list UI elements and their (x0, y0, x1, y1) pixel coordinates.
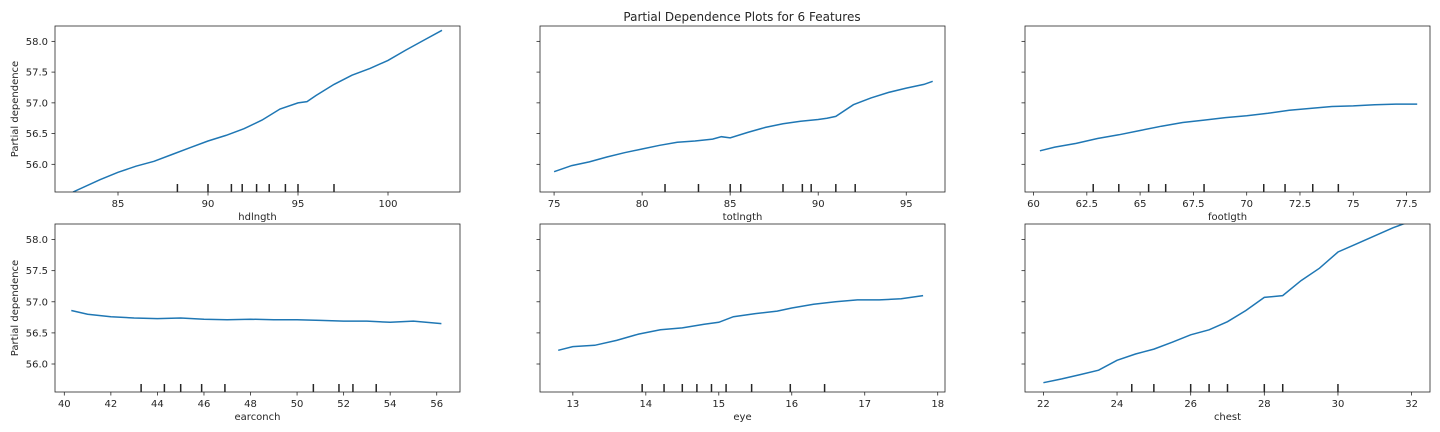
x-tick-label: 62.5 (1076, 199, 1098, 210)
x-axis-label: earconch (235, 412, 281, 423)
x-tick-label: 70 (1240, 199, 1253, 210)
y-tick-label: 58.0 (26, 37, 48, 48)
x-tick-label: 54 (384, 399, 397, 410)
x-tick-label: 75 (548, 199, 561, 210)
x-tick-label: 16 (785, 399, 798, 410)
subplot-hdlngth: 85 90 95 100 hdlngth 56.0 56.5 57.0 57.5 58.0 Part… (10, 25, 461, 223)
x-tick-label: 85 (112, 199, 125, 210)
x-tick-label: 52 (337, 399, 350, 410)
x-tick-label: 90 (202, 199, 215, 210)
y-tick-label: 57.5 (26, 68, 48, 79)
x-tick-label: 22 (1037, 399, 1050, 410)
x-axis-label: eye (733, 412, 751, 423)
pd-line-footlgth (1039, 103, 1418, 152)
x-tick-label: 100 (378, 199, 397, 210)
x-tick-label: 42 (104, 399, 117, 410)
x-tick-label: 72.5 (1289, 199, 1311, 210)
y-tick-label: 56.0 (26, 360, 48, 371)
x-tick-label: 15 (712, 399, 725, 410)
pd-line-hdlngth (72, 29, 443, 192)
pd-line-eye (558, 294, 924, 352)
axes-frame (1024, 25, 1431, 193)
x-tick-label: 44 (151, 399, 164, 410)
axes-frame (539, 223, 946, 393)
x-tick-label: 24 (1111, 399, 1124, 410)
y-tick-label: 57.0 (26, 297, 48, 308)
pd-line-chest (1043, 224, 1406, 384)
x-tick-label: 77.5 (1395, 199, 1417, 210)
y-axis-label: Partial dependence (10, 61, 21, 157)
subplot-footlgth: 60 62.5 65 67.5 70 72.5 75 77.5 footlgth (1021, 25, 1431, 223)
subplot-earconch: 40 42 44 46 48 50 52 54 56 earconch 56.0 56.5 57.0 57… (10, 223, 461, 423)
x-tick-label: 85 (724, 199, 737, 210)
x-tick-label: 95 (292, 199, 305, 210)
subplot-eye: 13 14 15 16 17 18 eye (536, 223, 946, 423)
subplot-chest: 22 24 26 28 30 32 chest (1021, 223, 1431, 423)
x-tick-label: 48 (244, 399, 257, 410)
axes-frame (1024, 223, 1431, 393)
subplot-grid: 85 90 95 100 hdlngth 56.0 56.5 57.0 57.5 58.0 Part… (10, 25, 1431, 423)
subplot-totlngth: 75 80 85 90 95 totlngth (536, 25, 946, 223)
figure-title: Partial Dependence Plots for 6 Features (623, 10, 860, 24)
x-tick-label: 14 (639, 399, 652, 410)
x-tick-label: 32 (1405, 399, 1418, 410)
axes-frame (54, 25, 461, 193)
x-tick-label: 56 (430, 399, 443, 410)
x-tick-label: 17 (858, 399, 871, 410)
axes-frame (539, 25, 946, 193)
x-axis-label: footlgth (1208, 212, 1247, 223)
y-tick-label: 58.0 (26, 235, 48, 246)
x-tick-label: 40 (58, 399, 71, 410)
y-tick-label: 57.0 (26, 98, 48, 109)
x-tick-label: 30 (1332, 399, 1345, 410)
x-tick-label: 67.5 (1182, 199, 1204, 210)
x-tick-label: 28 (1258, 399, 1271, 410)
x-axis-label: chest (1214, 412, 1241, 423)
x-tick-label: 80 (636, 199, 649, 210)
x-tick-label: 26 (1184, 399, 1197, 410)
y-tick-label: 56.0 (26, 160, 48, 171)
pd-line-totlngth (553, 80, 933, 173)
x-tick-label: 18 (931, 399, 944, 410)
x-tick-label: 50 (291, 399, 304, 410)
x-tick-label: 13 (566, 399, 579, 410)
y-axis-label: Partial dependence (10, 260, 21, 356)
x-tick-label: 90 (812, 199, 825, 210)
x-tick-label: 75 (1347, 199, 1360, 210)
x-tick-label: 46 (198, 399, 211, 410)
y-tick-label: 56.5 (26, 129, 48, 140)
x-axis-label: hdlngth (238, 212, 276, 223)
x-tick-label: 65 (1134, 199, 1147, 210)
x-tick-label: 95 (900, 199, 913, 210)
pd-line-earconch (71, 309, 442, 325)
y-tick-label: 56.5 (26, 328, 48, 339)
axes-frame (54, 223, 461, 393)
x-axis-label: totlngth (723, 212, 763, 223)
x-tick-label: 60 (1027, 199, 1040, 210)
y-tick-label: 57.5 (26, 266, 48, 277)
